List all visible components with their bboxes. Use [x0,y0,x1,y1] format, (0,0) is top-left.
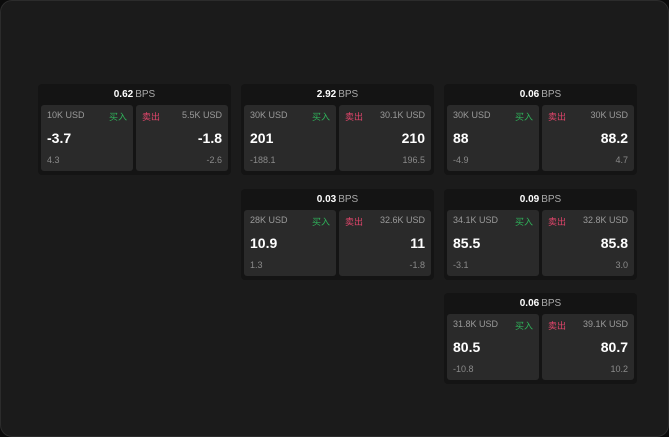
spread-unit: BPS [338,194,359,205]
sell-panel[interactable]: 卖出 30.1K USD 210 196.5 [339,105,431,171]
sell-label: 卖出 [548,217,567,227]
ask-price: 11 [410,235,425,251]
buy-label: 买入 [514,112,533,122]
bid-price: 10.9 [250,235,278,251]
spread-unit: BPS [338,89,359,100]
quote-card: 0.06 BPS 31.8K USD 买入 80.5 -10.8 卖出 39.1K U… [444,293,637,384]
buy-label: 买入 [514,321,533,331]
bid-size: 10K USD [47,110,85,120]
quote-card: 0.06 BPS 30K USD 买入 88 -4.9 卖出 30K USD 88.2… [444,84,637,175]
spread-unit: BPS [541,194,562,205]
spread-value: 0.06 [519,298,540,309]
buy-label: 买入 [108,112,127,122]
sell-label: 卖出 [345,112,364,122]
bid-price: 85.5 [453,235,481,251]
buy-panel[interactable]: 34.1K USD 买入 85.5 -3.1 [447,210,539,276]
ask-price: 88.2 [600,130,628,146]
bid-price: -3.7 [47,130,72,146]
bid-size: 31.8K USD [453,319,499,329]
ask-change: -2.6 [206,155,222,165]
bid-change: 1.3 [250,260,263,270]
bid-change: -10.8 [453,364,474,374]
bid-price: 88 [453,130,469,146]
spread-header: 2.92 BPS [241,84,434,105]
buy-panel[interactable]: 28K USD 买入 10.9 1.3 [244,210,336,276]
sell-panel[interactable]: 卖出 39.1K USD 80.7 10.2 [542,314,634,380]
sell-panel[interactable]: 卖出 5.5K USD -1.8 -2.6 [136,105,228,171]
sell-panel[interactable]: 卖出 30K USD 88.2 4.7 [542,105,634,171]
spread-value: 0.62 [113,89,134,100]
sell-label: 卖出 [548,112,567,122]
buy-panel[interactable]: 10K USD 买入 -3.7 4.3 [41,105,133,171]
ask-size: 39.1K USD [582,319,628,329]
ask-change: 3.0 [615,260,628,270]
bid-size: 30K USD [453,110,491,120]
sell-panel[interactable]: 卖出 32.8K USD 85.8 3.0 [542,210,634,276]
bid-size: 34.1K USD [453,215,499,225]
quote-card: 0.62 BPS 10K USD 买入 -3.7 4.3 卖出 5.5K USD -1… [38,84,231,175]
quote-card: 2.92 BPS 30K USD 买入 201 -188.1 卖出 30.1K USD… [241,84,434,175]
spread-unit: BPS [541,89,562,100]
bid-change: -3.1 [453,260,469,270]
sell-label: 卖出 [548,321,567,331]
ask-change: 196.5 [402,155,425,165]
ask-change: -1.8 [409,260,425,270]
ask-size: 32.8K USD [582,215,628,225]
buy-label: 买入 [311,217,330,227]
bid-size: 28K USD [250,215,288,225]
sell-panel[interactable]: 卖出 32.6K USD 11 -1.8 [339,210,431,276]
spread-value: 0.03 [316,194,337,205]
ask-change: 10.2 [610,364,628,374]
bid-price: 201 [250,130,274,146]
spread-value: 0.06 [519,89,540,100]
quote-card: 0.09 BPS 34.1K USD 买入 85.5 -3.1 卖出 32.8K US… [444,189,637,280]
ask-size: 5.5K USD [181,110,222,120]
quote-card: 0.03 BPS 28K USD 买入 10.9 1.3 卖出 32.6K USD 1… [241,189,434,280]
ask-change: 4.7 [615,155,628,165]
buy-label: 买入 [311,112,330,122]
bid-size: 30K USD [250,110,288,120]
sell-label: 卖出 [345,217,364,227]
spread-header: 0.03 BPS [241,189,434,210]
spread-unit: BPS [135,89,156,100]
buy-panel[interactable]: 30K USD 买入 88 -4.9 [447,105,539,171]
ask-price: -1.8 [197,130,222,146]
bid-price: 80.5 [453,339,481,355]
buy-panel[interactable]: 31.8K USD 买入 80.5 -10.8 [447,314,539,380]
buy-label: 买入 [514,217,533,227]
ask-price: 210 [401,130,425,146]
ask-price: 80.7 [600,339,628,355]
bid-change: -188.1 [250,155,276,165]
buy-panel[interactable]: 30K USD 买入 201 -188.1 [244,105,336,171]
bid-change: 4.3 [47,155,60,165]
spread-value: 0.09 [519,194,540,205]
spread-unit: BPS [541,298,562,309]
spread-header: 0.06 BPS [444,84,637,105]
spread-header: 0.62 BPS [38,84,231,105]
sell-label: 卖出 [142,112,161,122]
ask-size: 32.6K USD [379,215,425,225]
spread-value: 2.92 [316,89,337,100]
ask-size: 30K USD [590,110,628,120]
spread-header: 0.06 BPS [444,293,637,314]
bid-change: -4.9 [453,155,469,165]
ask-price: 85.8 [600,235,628,251]
ask-size: 30.1K USD [379,110,425,120]
spread-header: 0.09 BPS [444,189,637,210]
